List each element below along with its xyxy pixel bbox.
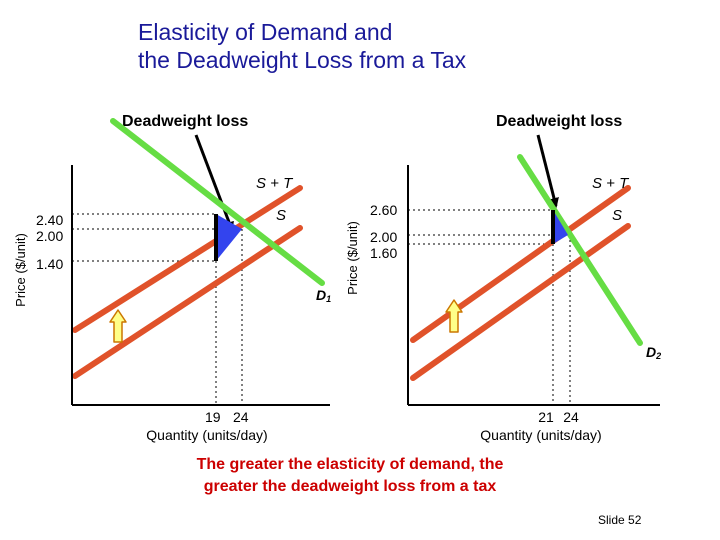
conclusion-caption: The greater the elasticity of demand, th… <box>140 454 560 498</box>
left-demand-letter: D <box>316 287 326 303</box>
right-deadweight-triangle <box>553 210 568 244</box>
right-demand-curve <box>517 154 643 346</box>
left-demand-subscript: 1 <box>326 294 331 304</box>
left-annotation-arrow <box>194 134 234 232</box>
right-demand-subscript: 2 <box>655 351 661 361</box>
right-annotation-arrow <box>536 134 559 208</box>
right-y-axis-label: Price ($/unit) <box>345 221 360 295</box>
right-quantity-tick-21: 21 <box>538 409 554 425</box>
left-supply-tax-label: S + T <box>256 175 294 192</box>
right-demand-label: D2 <box>646 344 661 361</box>
caption-line-1: The greater the elasticity of demand, th… <box>196 456 504 473</box>
right-price-tick-2-60: 2.60 <box>370 202 397 218</box>
right-demand-letter: D <box>646 344 656 360</box>
left-price-tick-1-40: 1.40 <box>36 256 63 272</box>
title-line-2: the Deadweight Loss from a Tax <box>138 47 467 73</box>
left-demand-label: D1 <box>316 287 331 304</box>
right-price-tick-1-60: 1.60 <box>370 245 397 261</box>
slide-number: Slide 52 <box>598 513 642 527</box>
right-x-axis-label: Quantity (units/day) <box>480 427 601 443</box>
right-supply-curve <box>410 223 631 381</box>
left-y-axis-label: Price ($/unit) <box>13 233 28 307</box>
left-deadweight-loss-annotation: Deadweight loss <box>122 113 248 130</box>
right-panel: Deadweight loss Price ($/unit) 2.60 2.00… <box>345 113 661 443</box>
caption-line-2: greater the deadweight loss from a tax <box>203 478 497 495</box>
title-line-1: Elasticity of Demand and <box>138 19 393 45</box>
slide-title: Elasticity of Demand and the Deadweight … <box>138 18 466 74</box>
left-supply-tax-curve <box>72 185 303 333</box>
left-price-tick-2-00: 2.00 <box>36 228 63 244</box>
left-quantity-tick-19: 19 <box>205 409 221 425</box>
left-supply-curve <box>72 225 303 379</box>
left-demand-curve <box>110 118 325 286</box>
right-price-increase-arrow-icon <box>445 299 463 333</box>
left-panel: Deadweight loss Price ($/unit) 2.40 2.00… <box>13 113 331 443</box>
right-price-tick-2-00: 2.00 <box>370 229 397 245</box>
left-quantity-tick-24: 24 <box>233 409 249 425</box>
right-supply-tax-label: S + T <box>592 175 630 192</box>
left-price-increase-arrow-icon <box>109 309 127 343</box>
left-supply-label: S <box>276 207 286 224</box>
right-quantity-tick-24: 24 <box>563 409 579 425</box>
left-x-axis-label: Quantity (units/day) <box>146 427 267 443</box>
left-deadweight-triangle <box>216 214 242 261</box>
right-deadweight-loss-annotation: Deadweight loss <box>496 113 622 130</box>
left-price-tick-2-40: 2.40 <box>36 212 63 228</box>
right-supply-label: S <box>612 207 622 224</box>
right-supply-tax-curve <box>410 185 631 343</box>
